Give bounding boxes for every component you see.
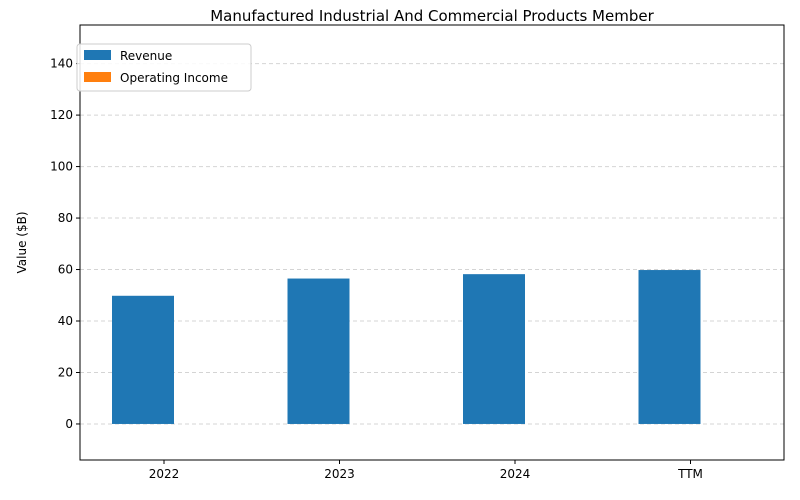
x-tick-label: TTM bbox=[677, 467, 703, 481]
y-tick-label: 40 bbox=[58, 314, 73, 328]
y-tick-label: 80 bbox=[58, 211, 73, 225]
x-tick-label: 2023 bbox=[324, 467, 355, 481]
grid-lines bbox=[80, 63, 784, 425]
legend: Revenue Operating Income bbox=[76, 43, 252, 92]
y-tick-label: 140 bbox=[50, 57, 73, 71]
bar-revenue-2023 bbox=[287, 278, 350, 424]
y-tick-label: 0 bbox=[65, 417, 73, 431]
y-axis-ticks: 0 20 40 60 80 100 120 140 bbox=[50, 57, 80, 431]
legend-box bbox=[76, 43, 252, 92]
y-axis-label: Value ($B) bbox=[15, 212, 29, 274]
plot-area-frame bbox=[79, 24, 785, 461]
bars bbox=[112, 270, 701, 424]
legend-swatch-revenue bbox=[84, 50, 111, 60]
legend-label-operating-income: Operating Income bbox=[120, 71, 228, 85]
x-tick-label: 2022 bbox=[149, 467, 180, 481]
x-axis-ticks: 2022 2023 2024 TTM bbox=[149, 460, 703, 481]
legend-swatch-operating-income bbox=[84, 72, 111, 82]
legend-label-revenue: Revenue bbox=[120, 49, 172, 63]
y-tick-label: 20 bbox=[58, 365, 73, 379]
y-tick-label: 60 bbox=[58, 263, 73, 277]
bar-revenue-2024 bbox=[463, 274, 525, 424]
y-tick-label: 100 bbox=[50, 160, 73, 174]
x-tick-label: 2024 bbox=[500, 467, 531, 481]
bar-revenue-2022 bbox=[112, 295, 174, 424]
chart-title: Manufactured Industrial And Commercial P… bbox=[210, 7, 654, 25]
bar-revenue-ttm bbox=[638, 270, 701, 424]
y-tick-label: 120 bbox=[50, 108, 73, 122]
